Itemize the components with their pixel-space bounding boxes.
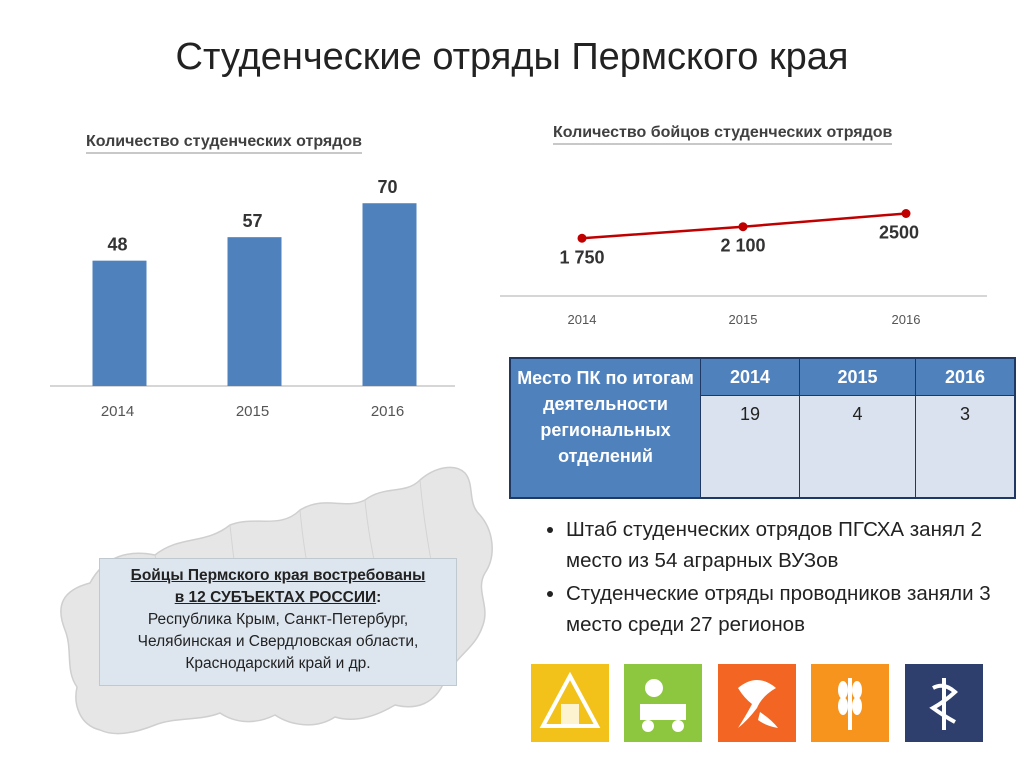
bar-value-label: 70	[377, 177, 397, 197]
line-chart: 1 750 2014 2 100 2015 2500 2016	[500, 209, 987, 327]
data-point	[577, 233, 587, 243]
table-cell: 19	[700, 395, 800, 499]
data-point	[738, 222, 748, 232]
bar-chart-title: Количество студенческих отрядов	[86, 133, 362, 154]
agro-machinery-icon	[624, 664, 702, 742]
page-title: Студенческие отряды Пермского края	[175, 36, 849, 78]
wheat-icon	[811, 664, 889, 742]
medical-caduceus-icon	[905, 664, 983, 742]
infobox-line: Челябинская и Свердловская области,	[137, 633, 419, 650]
infobox-heading-line1: Бойцы Пермского края востребованы	[130, 567, 426, 584]
achievements-list: Штаб студенческих отрядов ПГСХА занял 2 …	[532, 514, 1024, 642]
infobox-line: Республика Крым, Санкт-Петербург,	[147, 611, 409, 628]
x-tick-label: 2015	[729, 312, 758, 327]
bar-value-label: 57	[242, 211, 262, 231]
list-item: Студенческие отряды проводников заняли 3…	[566, 578, 1024, 640]
x-tick-label: 2014	[101, 403, 134, 420]
bar	[92, 260, 147, 386]
bar-value-label: 48	[107, 235, 127, 255]
x-tick-label: 2016	[892, 312, 921, 327]
data-point	[901, 209, 911, 218]
x-tick-label: 2014	[568, 312, 597, 327]
infobox-colon: :	[376, 589, 382, 606]
bar	[227, 237, 282, 386]
bar-chart: 48 2014 57 2015 70 2016	[50, 177, 455, 420]
line-chart-title: Количество бойцов студенческих отрядов	[553, 124, 893, 145]
x-tick-label: 2015	[236, 403, 269, 420]
table-year-header: 2016	[915, 357, 1016, 396]
conductor-emblem-icon	[718, 664, 796, 742]
table-cell: 4	[799, 395, 916, 499]
bar	[362, 203, 417, 386]
list-item: Штаб студенческих отрядов ПГСХА занял 2 …	[566, 514, 1024, 576]
construction-emblem-icon	[531, 664, 609, 742]
infobox-heading-line2: в 12 СУБЪЕКТАХ РОССИИ	[174, 589, 377, 606]
table-row-header: Место ПК по итогам деятельности регионал…	[509, 357, 701, 499]
ranking-table: Место ПК по итогам деятельности регионал…	[509, 357, 1016, 499]
point-value-label: 2 100	[720, 236, 765, 256]
point-value-label: 1 750	[559, 247, 604, 267]
regions-infobox: Бойцы Пермского края востребованы в 12 С…	[99, 558, 457, 686]
point-value-label: 2500	[879, 223, 919, 243]
table-cell: 3	[915, 395, 1016, 499]
table-year-header: 2014	[700, 357, 800, 396]
table-year-header: 2015	[799, 357, 916, 396]
x-tick-label: 2016	[371, 403, 404, 420]
infobox-line: Краснодарский край и др.	[185, 655, 371, 672]
